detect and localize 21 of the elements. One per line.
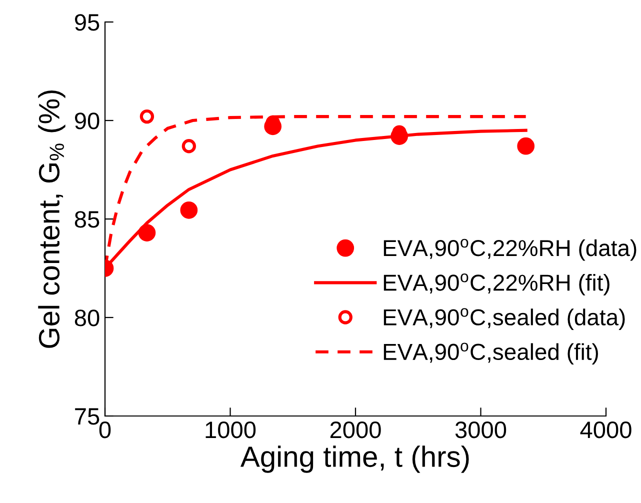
y-axis-title: Gel content, G$_{%}$ (%) [38, 90, 66, 348]
x-tick-label: 4000 [580, 421, 632, 438]
x-axis-title: Aging time, t (hrs) [240, 446, 469, 473]
x-tick-label: 0 [99, 421, 111, 438]
y-tick-label: 85 [74, 211, 100, 228]
legend-label: EVA,90$^{o}$C,22%RH (data) [384, 238, 636, 261]
legend-label: EVA,90$^{o}$C,sealed (data) [384, 308, 625, 330]
point [182, 139, 196, 154]
point [180, 201, 198, 219]
legend-label: EVA,90$^{o}$C,22%RH (fit) [384, 274, 610, 296]
legend-label: EVA,90$^{o}$C,sealed (fit) [384, 342, 598, 365]
point [517, 137, 535, 155]
y-tick-label: 95 [74, 14, 100, 31]
y-tick-label: 90 [74, 112, 100, 130]
point [140, 109, 154, 124]
x-tick-label: 2000 [330, 421, 381, 438]
y-tick-label: 80 [74, 310, 100, 326]
x-tick-label: 1000 [206, 421, 256, 438]
point [138, 224, 156, 242]
x-tick-label: 3000 [455, 421, 506, 438]
y-tick-label: 75 [75, 408, 100, 425]
